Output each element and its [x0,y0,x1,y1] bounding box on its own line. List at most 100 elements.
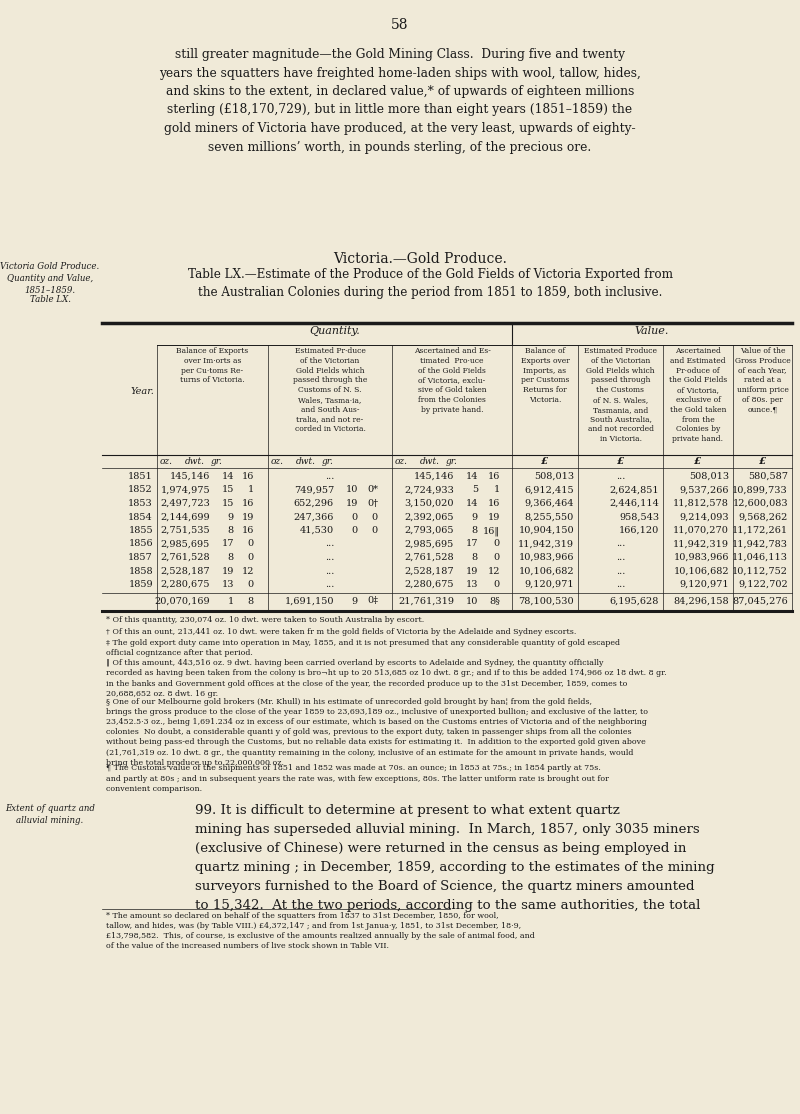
Text: 6,912,415: 6,912,415 [524,486,574,495]
Text: ...: ... [616,539,625,548]
Text: 5: 5 [472,486,478,495]
Text: * The amount so declared on behalf of the squatters from 1837 to 31st December, : * The amount so declared on behalf of th… [106,912,534,950]
Text: 15: 15 [222,486,234,495]
Text: Estimated Produce
of the Victorian
Gold Fields which
passed through
the Customs
: Estimated Produce of the Victorian Gold … [584,346,657,443]
Text: ...: ... [616,472,625,481]
Text: 16: 16 [242,472,254,481]
Text: 21,761,319: 21,761,319 [398,596,454,606]
Text: 2,528,187: 2,528,187 [404,567,454,576]
Text: 11,942,319: 11,942,319 [673,539,729,548]
Text: 10,106,682: 10,106,682 [674,567,729,576]
Text: † Of this an ount, 213,441 oz. 10 dwt. were taken fr m the gold fields of Victor: † Of this an ount, 213,441 oz. 10 dwt. w… [106,627,576,636]
Text: 1853: 1853 [128,499,153,508]
Text: 9: 9 [352,596,358,606]
Text: 0: 0 [494,580,500,589]
Text: £: £ [694,457,702,466]
Text: 16: 16 [242,526,254,535]
Text: 1851: 1851 [128,472,153,481]
Text: 13: 13 [222,580,234,589]
Text: 0: 0 [248,539,254,548]
Text: 0: 0 [352,512,358,521]
Text: 10,112,752: 10,112,752 [732,567,788,576]
Text: 14: 14 [222,472,234,481]
Text: 3,150,020: 3,150,020 [405,499,454,508]
Text: 958,543: 958,543 [619,512,659,521]
Text: Balance of Exports
over Im·orts as
per Cu·toms Re-
turns of Victoria.: Balance of Exports over Im·orts as per C… [176,346,249,384]
Text: 0*: 0* [367,486,378,495]
Text: 12: 12 [242,567,254,576]
Text: 19: 19 [346,499,358,508]
Text: Year.: Year. [130,387,154,395]
Text: 145,146: 145,146 [414,472,454,481]
Text: £: £ [542,457,549,466]
Text: Ascertained and Es-
timated  Pro·uce
of the Gold Fields
of Victoria, exclu-
sive: Ascertained and Es- timated Pro·uce of t… [414,346,490,413]
Text: ...: ... [326,539,334,548]
Text: 0: 0 [372,526,378,535]
Text: oz.: oz. [395,457,408,466]
Text: 2,528,187: 2,528,187 [160,567,210,576]
Text: dwt.: dwt. [185,457,205,466]
Text: 2,985,695: 2,985,695 [405,539,454,548]
Text: 16‖: 16‖ [482,526,500,536]
Text: 10,899,733: 10,899,733 [732,486,788,495]
Text: 87,045,276: 87,045,276 [732,596,788,606]
Text: 10,983,966: 10,983,966 [674,553,729,561]
Text: 0†: 0† [367,499,378,508]
Text: 10: 10 [346,486,358,495]
Text: 508,013: 508,013 [534,472,574,481]
Text: 11,942,783: 11,942,783 [732,539,788,548]
Text: 0: 0 [494,539,500,548]
Text: gr.: gr. [446,457,458,466]
Text: 1: 1 [228,596,234,606]
Text: 20,070,169: 20,070,169 [154,596,210,606]
Text: § One of our Melbourne gold brokers (Mr. Khull) in his estimate of unrecorded go: § One of our Melbourne gold brokers (Mr.… [106,698,648,766]
Text: gr.: gr. [211,457,223,466]
Text: 1856: 1856 [128,539,153,548]
Text: 11,812,578: 11,812,578 [673,499,729,508]
Text: 9,122,702: 9,122,702 [738,580,788,589]
Text: 84,296,158: 84,296,158 [674,596,729,606]
Text: 2,761,528: 2,761,528 [160,553,210,561]
Text: 8: 8 [248,596,254,606]
Text: 9,120,971: 9,120,971 [524,580,574,589]
Text: 1: 1 [248,486,254,495]
Text: ...: ... [616,567,625,576]
Text: 8: 8 [472,526,478,535]
Text: 1855: 1855 [128,526,153,535]
Text: 16: 16 [242,499,254,508]
Text: 16: 16 [488,472,500,481]
Text: 166,120: 166,120 [618,526,659,535]
Text: 9,366,464: 9,366,464 [525,499,574,508]
Text: 17: 17 [466,539,478,548]
Text: 14: 14 [466,499,478,508]
Text: 0: 0 [352,526,358,535]
Text: 17: 17 [222,539,234,548]
Text: 10,904,150: 10,904,150 [518,526,574,535]
Text: 9,214,093: 9,214,093 [679,512,729,521]
Text: ...: ... [326,580,334,589]
Text: Value.: Value. [635,326,669,336]
Text: ...: ... [326,472,334,481]
Text: 15: 15 [222,499,234,508]
Text: 99. It is difficult to determine at present to what extent quartz
mining has sup: 99. It is difficult to determine at pres… [195,804,714,912]
Text: 2,985,695: 2,985,695 [161,539,210,548]
Text: 8: 8 [228,553,234,561]
Text: Quantity.: Quantity. [309,326,360,336]
Text: dwt.: dwt. [296,457,316,466]
Text: 8§: 8§ [489,596,500,606]
Text: ...: ... [616,580,625,589]
Text: 2,144,699: 2,144,699 [160,512,210,521]
Text: Victoria.—Gold Produce.: Victoria.—Gold Produce. [333,252,507,266]
Text: 580,587: 580,587 [748,472,788,481]
Text: Balance of
Exports over
Imports, as
per Customs
Returns for
Victoria.: Balance of Exports over Imports, as per … [521,346,570,404]
Text: ...: ... [326,553,334,561]
Text: 14: 14 [466,472,478,481]
Text: 6,195,628: 6,195,628 [610,596,659,606]
Text: 8: 8 [472,553,478,561]
Text: 1852: 1852 [128,486,153,495]
Text: Estimated Pr·duce
of the Victorian
Gold Fields which
passed through the
Customs : Estimated Pr·duce of the Victorian Gold … [293,346,367,433]
Text: 652,296: 652,296 [294,499,334,508]
Text: 2,392,065: 2,392,065 [405,512,454,521]
Text: 2,497,723: 2,497,723 [160,499,210,508]
Text: 1859: 1859 [128,580,153,589]
